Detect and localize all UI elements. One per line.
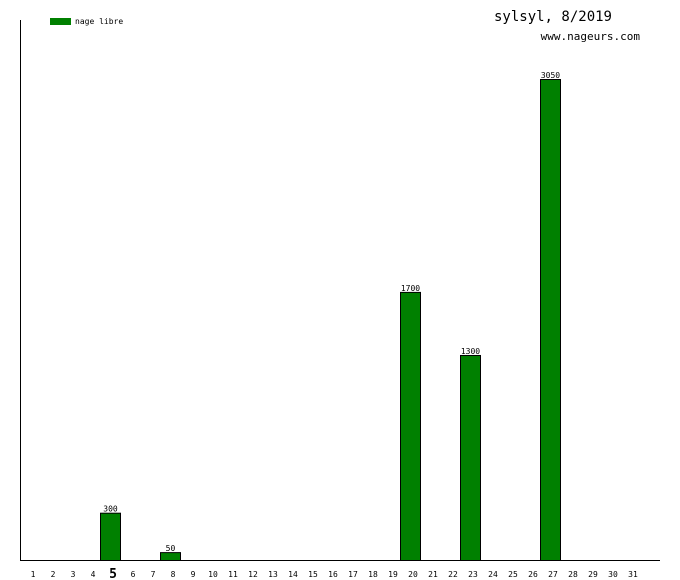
- x-tick-label: 21: [428, 570, 438, 579]
- x-tick-label: 30: [608, 570, 618, 579]
- legend-label: nage libre: [75, 17, 124, 26]
- x-tick-label: 17: [348, 570, 358, 579]
- chart-title: sylsyl, 8/2019: [493, 9, 612, 25]
- data-label: 300: [103, 505, 118, 514]
- x-tick-label: 5: [109, 567, 117, 580]
- x-tick-label: 23: [468, 570, 478, 579]
- x-tick-label: 14: [288, 570, 298, 579]
- bar: [540, 79, 561, 561]
- x-tick-label: 12: [248, 570, 258, 579]
- x-tick-label: 8: [171, 570, 176, 579]
- x-tick-label: 22: [448, 570, 458, 579]
- x-tick-label: 10: [208, 570, 218, 579]
- x-tick-label: 1: [31, 570, 36, 579]
- bar: [460, 354, 481, 561]
- x-tick-label: 20: [408, 570, 418, 579]
- x-tick-label: 26: [528, 570, 538, 579]
- x-tick-label: 19: [388, 570, 398, 579]
- x-tick-label: 2: [51, 570, 56, 579]
- x-tick-label: 24: [488, 570, 498, 579]
- x-tick-label: 31: [628, 570, 638, 579]
- bar: [400, 291, 421, 561]
- chart-subtitle: www.nageurs.com: [540, 30, 640, 43]
- data-label: 3050: [541, 71, 560, 80]
- data-label: 50: [166, 544, 176, 553]
- x-tick-label: 3: [71, 570, 76, 579]
- x-tick-label: 25: [508, 570, 518, 579]
- bar: [160, 552, 181, 561]
- x-tick-label: 15: [308, 570, 318, 579]
- x-tick-label: 4: [91, 570, 96, 579]
- data-label: 1300: [461, 347, 480, 356]
- legend: nage libre: [50, 17, 123, 26]
- x-tick-label: 6: [131, 570, 136, 579]
- data-label: 1700: [401, 284, 420, 293]
- x-tick-label: 7: [151, 570, 156, 579]
- x-tick-label: 27: [548, 570, 558, 579]
- legend-swatch: [50, 18, 71, 25]
- x-tick-label: 29: [588, 570, 598, 579]
- x-tick-label: 18: [368, 570, 378, 579]
- x-tick-label: 13: [268, 570, 278, 579]
- x-tick-label: 28: [568, 570, 578, 579]
- x-tick-label: 9: [191, 570, 196, 579]
- bar: [100, 512, 121, 562]
- x-tick-label: 16: [328, 570, 338, 579]
- x-tick-label: 11: [228, 570, 238, 579]
